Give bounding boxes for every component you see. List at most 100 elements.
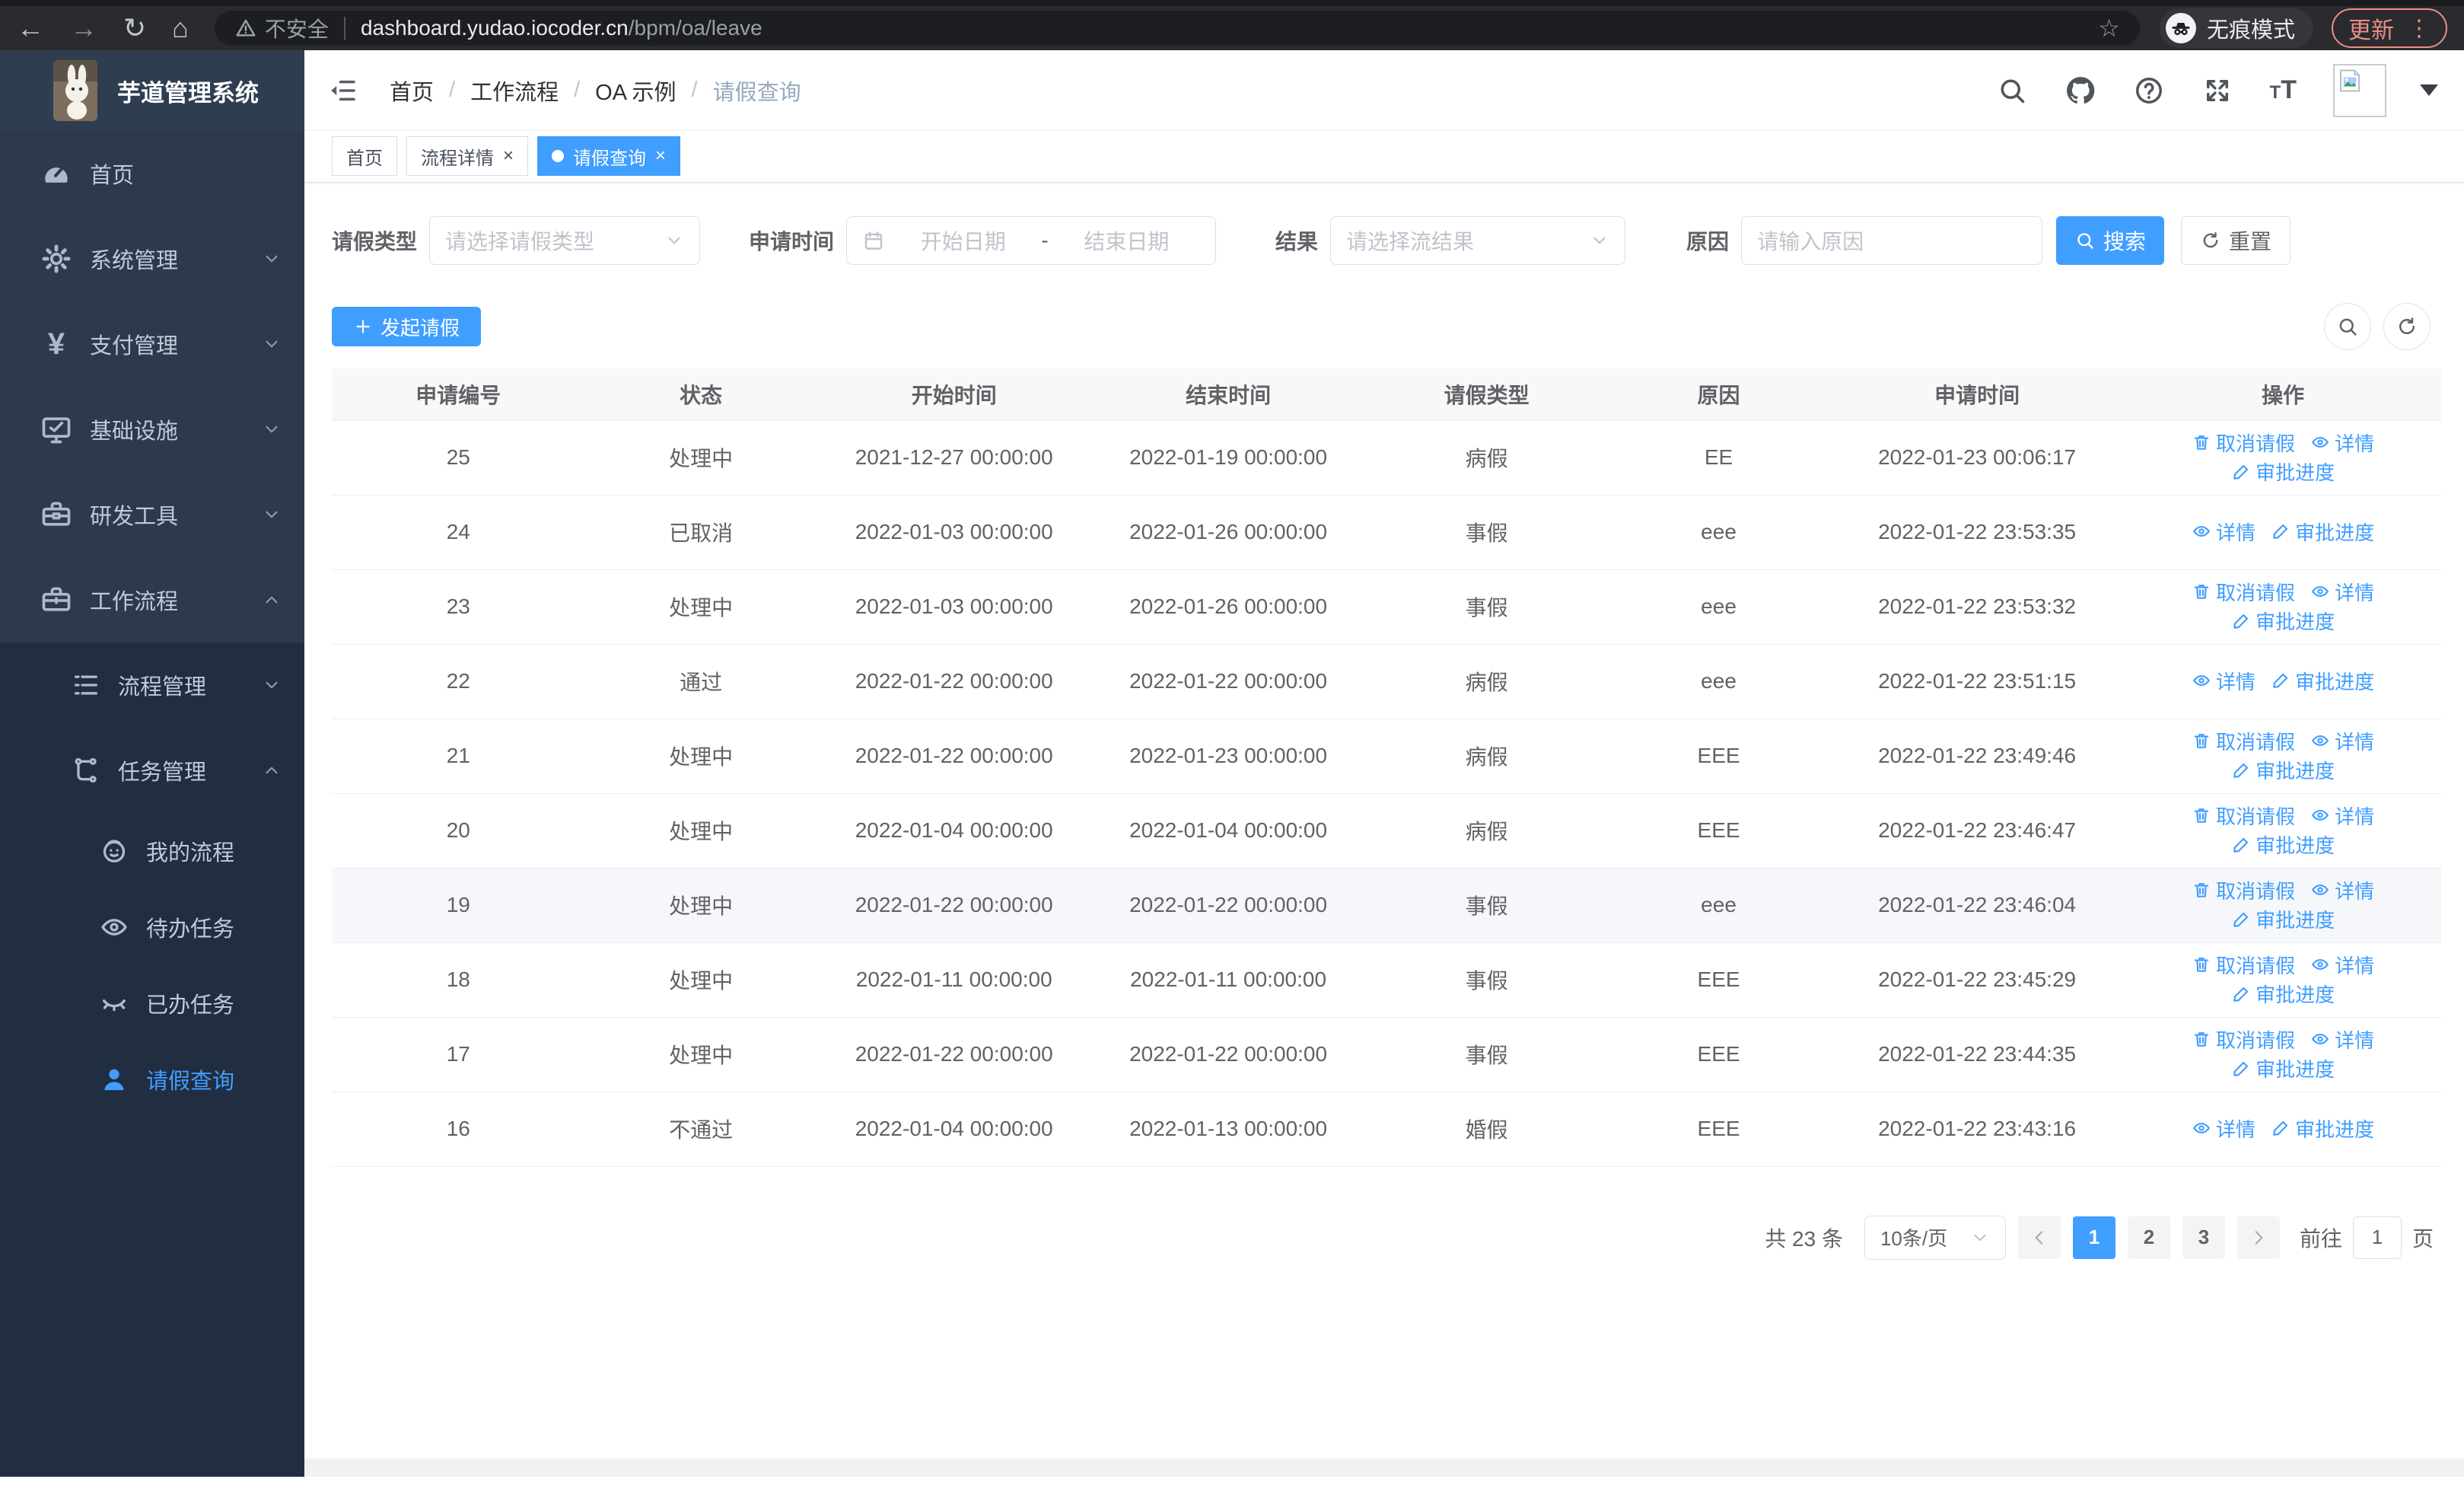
approval-progress-link[interactable]: 审批进度 <box>2231 457 2335 486</box>
detail-link[interactable]: 详情 <box>2310 429 2374 457</box>
next-page-button[interactable] <box>2237 1216 2280 1259</box>
cell-type: 婚假 <box>1365 1092 1608 1166</box>
eye-open-icon <box>2310 432 2330 452</box>
reset-button[interactable]: 重置 <box>2181 216 2291 265</box>
tab-流程详情[interactable]: 流程详情× <box>406 136 528 176</box>
refresh-icon <box>2396 315 2418 338</box>
goto-page-input[interactable] <box>2353 1216 2402 1259</box>
cell-type: 病假 <box>1365 644 1608 719</box>
briefcase-icon <box>40 583 73 617</box>
tab-首页[interactable]: 首页 <box>332 136 397 176</box>
cancel-leave-link[interactable]: 取消请假 <box>2192 429 2295 457</box>
yen-icon: ¥ <box>40 327 73 361</box>
detail-link[interactable]: 详情 <box>2310 578 2374 606</box>
sidebar-item-基础设施[interactable]: 基础设施 <box>0 387 304 472</box>
sidebar-item-任务管理[interactable]: 任务管理 <box>0 728 304 813</box>
approval-progress-link[interactable]: 审批进度 <box>2231 830 2335 859</box>
incognito-badge: 无痕模式 <box>2160 8 2313 48</box>
sidebar-item-label: 首页 <box>90 158 134 190</box>
search-icon[interactable] <box>1996 75 2028 107</box>
browser-forward-icon[interactable]: → <box>70 14 97 42</box>
browser-menu-icon[interactable]: ⋮ <box>2408 15 2431 42</box>
browser-update-button[interactable]: 更新 ⋮ <box>2332 8 2447 48</box>
sidebar-item-支付管理[interactable]: ¥支付管理 <box>0 301 304 387</box>
sidebar-item-工作流程[interactable]: 工作流程 <box>0 557 304 642</box>
sidebar-item-label: 流程管理 <box>118 669 206 701</box>
approval-progress-link[interactable]: 审批进度 <box>2231 905 2335 933</box>
refresh-icon <box>2200 230 2221 251</box>
detail-link[interactable]: 详情 <box>2192 1114 2255 1143</box>
reason-input[interactable]: 请输入原因 <box>1741 216 2042 265</box>
approval-progress-link[interactable]: 审批进度 <box>2271 518 2374 546</box>
leave-type-select[interactable]: 请选择请假类型 <box>429 216 700 265</box>
bookmark-star-icon[interactable]: ☆ <box>2098 14 2120 43</box>
font-size-icon[interactable]: TT <box>2270 75 2297 105</box>
sidebar-item-我的流程[interactable]: 我的流程 <box>0 813 304 889</box>
sidebar-item-流程管理[interactable]: 流程管理 <box>0 642 304 728</box>
page-button-2[interactable]: 2 <box>2128 1216 2170 1259</box>
browser-home-icon[interactable]: ⌂ <box>172 14 189 42</box>
github-icon[interactable] <box>2064 75 2096 107</box>
create-leave-button[interactable]: 发起请假 <box>332 307 481 346</box>
avatar[interactable] <box>2333 64 2386 117</box>
close-icon[interactable]: × <box>655 147 666 165</box>
apply-time-range-picker[interactable]: 开始日期 - 结束日期 <box>846 216 1216 265</box>
help-icon[interactable] <box>2133 75 2165 107</box>
sidebar-item-研发工具[interactable]: 研发工具 <box>0 472 304 557</box>
detail-link[interactable]: 详情 <box>2310 951 2374 979</box>
cancel-leave-link[interactable]: 取消请假 <box>2192 727 2295 755</box>
result-select[interactable]: 请选择流结果 <box>1330 216 1625 265</box>
sidebar-item-首页[interactable]: 首页 <box>0 131 304 216</box>
page-button-1[interactable]: 1 <box>2073 1216 2115 1259</box>
approval-progress-link[interactable]: 审批进度 <box>2231 607 2335 635</box>
browser-back-icon[interactable]: ← <box>17 14 44 42</box>
cancel-leave-link[interactable]: 取消请假 <box>2192 802 2295 830</box>
detail-link[interactable]: 详情 <box>2310 727 2374 755</box>
breadcrumb-item[interactable]: OA 示例 <box>595 75 676 107</box>
detail-link[interactable]: 详情 <box>2310 1025 2374 1054</box>
avatar-caret-icon[interactable] <box>2420 84 2438 96</box>
cancel-leave-link[interactable]: 取消请假 <box>2192 578 2295 606</box>
page-size-select[interactable]: 10条/页 <box>1864 1216 2006 1260</box>
search-button[interactable]: 搜索 <box>2056 216 2164 265</box>
detail-link[interactable]: 详情 <box>2310 802 2374 830</box>
cell-reason: EEE <box>1608 719 1829 793</box>
detail-link[interactable]: 详情 <box>2192 518 2255 546</box>
approval-progress-link[interactable]: 审批进度 <box>2231 980 2335 1008</box>
app-title: 芋道管理系统 <box>117 74 259 108</box>
approval-progress-link[interactable]: 审批进度 <box>2231 1054 2335 1082</box>
approval-progress-link[interactable]: 审批进度 <box>2271 667 2374 695</box>
toggle-search-button[interactable] <box>2324 303 2371 350</box>
approval-progress-link[interactable]: 审批进度 <box>2231 756 2335 784</box>
sidebar-collapse-icon[interactable] <box>327 75 359 107</box>
cancel-leave-link[interactable]: 取消请假 <box>2192 1025 2295 1054</box>
search-icon <box>2336 315 2359 338</box>
cell-id: 21 <box>332 719 585 793</box>
cancel-leave-link[interactable]: 取消请假 <box>2192 951 2295 979</box>
sidebar-item-已办任务[interactable]: 已办任务 <box>0 965 304 1041</box>
refresh-table-button[interactable] <box>2383 303 2431 350</box>
detail-link[interactable]: 详情 <box>2310 876 2374 904</box>
page-button-3[interactable]: 3 <box>2182 1216 2225 1259</box>
sidebar-item-请假查询[interactable]: 请假查询 <box>0 1041 304 1117</box>
prev-page-button[interactable] <box>2018 1216 2061 1259</box>
bottom-scrollbar-track[interactable] <box>304 1458 2464 1477</box>
cell-start: 2022-01-22 00:00:00 <box>817 644 1091 719</box>
fullscreen-icon[interactable] <box>2201 75 2233 107</box>
cell-status: 处理中 <box>585 793 817 868</box>
approval-progress-link[interactable]: 审批进度 <box>2271 1114 2374 1143</box>
close-icon[interactable]: × <box>503 147 514 165</box>
sidebar-item-待办任务[interactable]: 待办任务 <box>0 889 304 965</box>
sidebar-item-系统管理[interactable]: 系统管理 <box>0 216 304 301</box>
browser-reload-icon[interactable]: ↻ <box>123 14 146 42</box>
breadcrumb-item[interactable]: 工作流程 <box>470 75 559 107</box>
detail-link[interactable]: 详情 <box>2192 667 2255 695</box>
chevron-down-icon <box>1590 231 1609 250</box>
url-bar[interactable]: 不安全 dashboard.yudao.iocoder.cn/bpm/oa/le… <box>215 11 2140 46</box>
security-warning[interactable]: 不安全 <box>234 13 329 43</box>
tab-请假查询[interactable]: 请假查询× <box>537 136 680 176</box>
pagination-total: 共 23 条 <box>1765 1222 1843 1253</box>
breadcrumb-item[interactable]: 首页 <box>390 75 434 107</box>
chevron-left-icon <box>2029 1228 2049 1248</box>
cancel-leave-link[interactable]: 取消请假 <box>2192 876 2295 904</box>
